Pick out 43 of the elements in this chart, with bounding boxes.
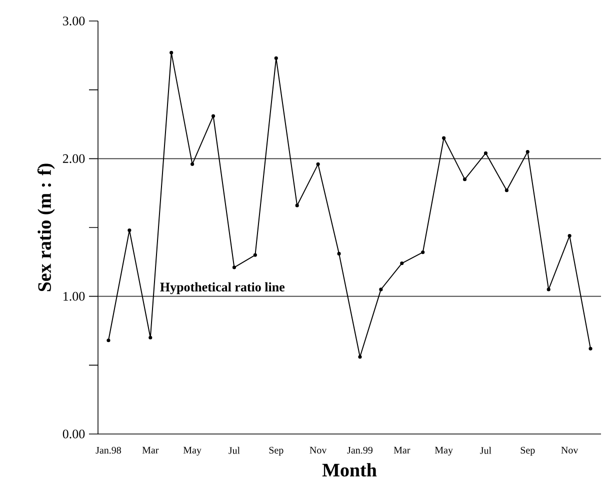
point: [295, 204, 299, 208]
point: [504, 188, 508, 192]
point: [379, 288, 383, 292]
point: [232, 266, 236, 270]
x-tick-label: Mar: [394, 446, 410, 454]
x-tick-label: Jan.98: [96, 446, 122, 454]
point: [190, 162, 194, 166]
point: [462, 178, 467, 182]
point: [337, 252, 341, 256]
point: [211, 114, 216, 118]
x-tick-label: May: [434, 446, 453, 456]
y-tick-label: 2.00: [62, 154, 85, 164]
point: [170, 50, 174, 54]
point: [568, 234, 572, 238]
point: [546, 288, 550, 292]
point: [421, 250, 425, 254]
y-tick-label: 1.00: [64, 292, 85, 301]
x-tick-label: Nov: [561, 446, 578, 454]
ref-line-label: Hypothetical ratio line: [160, 282, 285, 294]
y-axis-title: Sex ratio (m : f): [37, 164, 55, 292]
point: [526, 150, 530, 154]
point: [106, 338, 110, 342]
y-tick-label: 0.00: [62, 430, 85, 438]
point: [148, 336, 152, 340]
x-tick-label: Sep: [520, 446, 535, 456]
point: [253, 253, 257, 257]
x-tick-label: Jul: [228, 446, 240, 454]
x-tick-label: Nov: [310, 446, 327, 454]
point: [358, 355, 362, 359]
x-axis-title: Month: [322, 463, 377, 477]
point: [588, 346, 592, 350]
point: [274, 56, 278, 60]
point: [128, 228, 132, 232]
y-tick-label: 3.00: [63, 16, 85, 26]
point: [442, 136, 446, 140]
x-tick-label: Jan.99: [347, 446, 372, 454]
point: [316, 162, 320, 166]
x-tick-label: May: [183, 446, 202, 456]
x-tick-label: Jul: [480, 446, 492, 454]
x-tick-label: Sep: [269, 446, 284, 456]
point: [484, 151, 488, 155]
point: [400, 261, 404, 266]
x-tick-label: Mar: [142, 446, 159, 454]
